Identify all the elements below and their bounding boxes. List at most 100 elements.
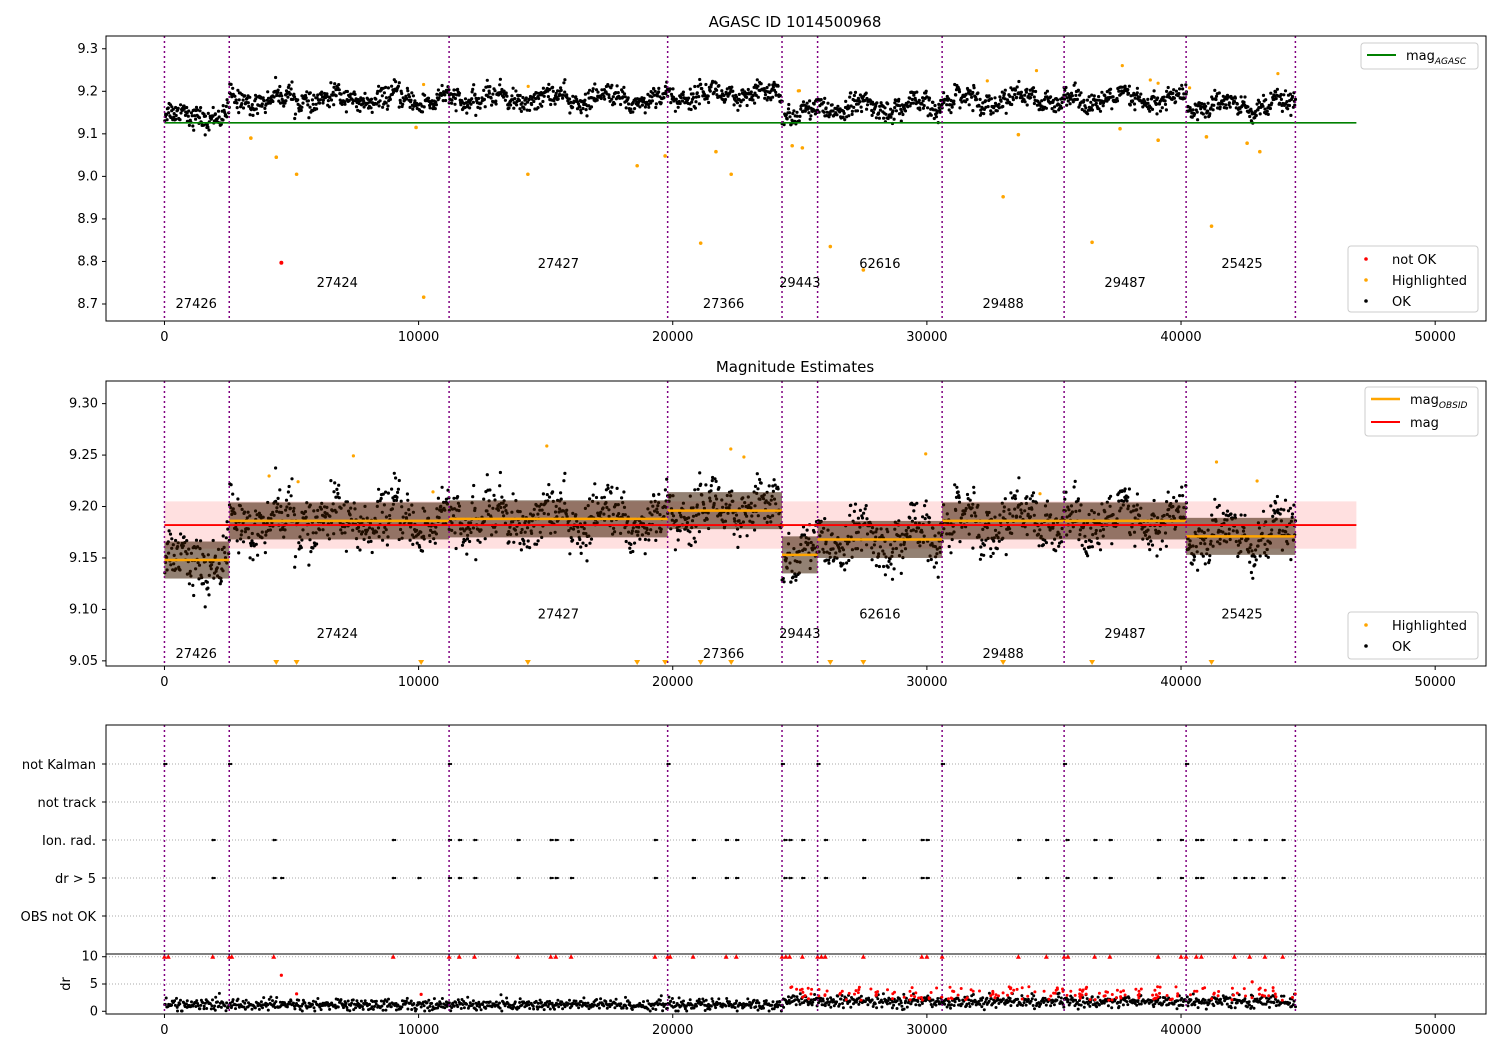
data-point: [205, 580, 209, 584]
data-point: [1280, 109, 1284, 113]
flag-marker: [1233, 876, 1236, 880]
dr-point: [352, 1008, 356, 1012]
data-point: [187, 123, 191, 127]
data-point: [354, 105, 359, 109]
data-point: [1196, 118, 1200, 122]
data-point: [696, 487, 700, 491]
data-point: [1227, 101, 1231, 105]
dr-point: [579, 1000, 583, 1003]
dr-point: [582, 996, 586, 1000]
data-point: [574, 95, 578, 99]
dr-point: [361, 1005, 364, 1009]
dr-point: [275, 996, 279, 999]
dr-point: [593, 1003, 596, 1007]
dr-point: [231, 998, 235, 1002]
flag-marker: [274, 876, 277, 880]
flag-marker: [549, 838, 553, 842]
dr-point: [518, 1001, 522, 1004]
data-point: [871, 102, 875, 106]
data-point: [745, 103, 749, 108]
dr-point: [336, 998, 340, 1001]
data-point: [1109, 87, 1113, 91]
dr-point: [243, 1001, 247, 1005]
dr-point: [532, 1007, 536, 1011]
data-point: [738, 104, 742, 108]
data-point: [241, 98, 245, 102]
dr-point: [350, 1001, 354, 1005]
data-point: [267, 474, 271, 478]
data-point: [329, 98, 334, 102]
data-point: [847, 106, 851, 110]
dr-point: [465, 1002, 469, 1006]
data-point: [1098, 109, 1103, 113]
dr-point: [216, 1000, 219, 1004]
data-point: [186, 114, 190, 118]
dr-point: [339, 998, 343, 1002]
data-point: [737, 92, 741, 96]
dr-point: [283, 1002, 287, 1006]
data-point: [207, 593, 211, 597]
data-point: [498, 484, 502, 488]
dr-point: [219, 1005, 223, 1009]
dr-point: [345, 1006, 349, 1009]
data-point: [850, 109, 855, 113]
data-point: [1082, 547, 1086, 551]
flag-marker: [556, 876, 559, 880]
dr-point: [471, 999, 475, 1003]
flag-marker: [1067, 838, 1070, 842]
data-point: [964, 92, 968, 96]
data-point: [1192, 555, 1197, 559]
flag-marker: [1281, 876, 1284, 880]
data-point: [471, 100, 475, 104]
data-point: [482, 88, 486, 92]
data-point: [1274, 97, 1278, 101]
data-point: [1148, 78, 1152, 82]
data-point: [694, 95, 698, 99]
data-point: [954, 495, 959, 499]
data-point: [165, 118, 169, 122]
flag-marker: [734, 838, 738, 842]
data-point: [308, 105, 312, 109]
data-point: [1070, 94, 1074, 98]
data-point: [1203, 107, 1207, 111]
data-point: [571, 105, 575, 109]
flag-marker: [826, 876, 829, 880]
data-point: [1141, 105, 1145, 109]
data-point: [669, 101, 673, 105]
data-point: [1275, 87, 1279, 91]
data-point: [411, 542, 415, 547]
data-point: [534, 97, 538, 101]
dr-point: [180, 1009, 184, 1013]
data-point: [813, 109, 817, 113]
data-point: [413, 99, 417, 103]
data-point: [351, 99, 355, 103]
flag-marker: [691, 876, 695, 880]
legend-box: [1347, 611, 1479, 660]
data-point: [807, 111, 811, 115]
data-point: [386, 104, 390, 108]
dr-point: [312, 1006, 316, 1010]
data-point: [271, 99, 275, 104]
data-point: [334, 94, 338, 98]
x-tick-label: 10000: [398, 675, 439, 690]
obsid-label: 25425: [1221, 608, 1262, 623]
data-point: [235, 106, 239, 110]
data-point: [498, 470, 502, 475]
data-point: [850, 112, 854, 116]
data-point: [1008, 94, 1012, 98]
data-point: [1002, 92, 1007, 96]
flag-marker: [734, 876, 738, 880]
data-point: [366, 540, 371, 544]
data-point: [399, 499, 403, 503]
dr-point: [548, 999, 552, 1003]
data-point: [1165, 89, 1169, 93]
data-point: [801, 100, 806, 104]
data-point: [756, 487, 760, 491]
highlighted-point: [1204, 135, 1209, 139]
dr-point: [253, 1006, 257, 1010]
data-point: [1073, 81, 1077, 85]
dr-point: [361, 1007, 365, 1011]
panel-1-legend-lower: not OK Highlighted OK: [1347, 245, 1479, 313]
data-point: [1214, 97, 1218, 102]
data-point: [174, 105, 178, 110]
